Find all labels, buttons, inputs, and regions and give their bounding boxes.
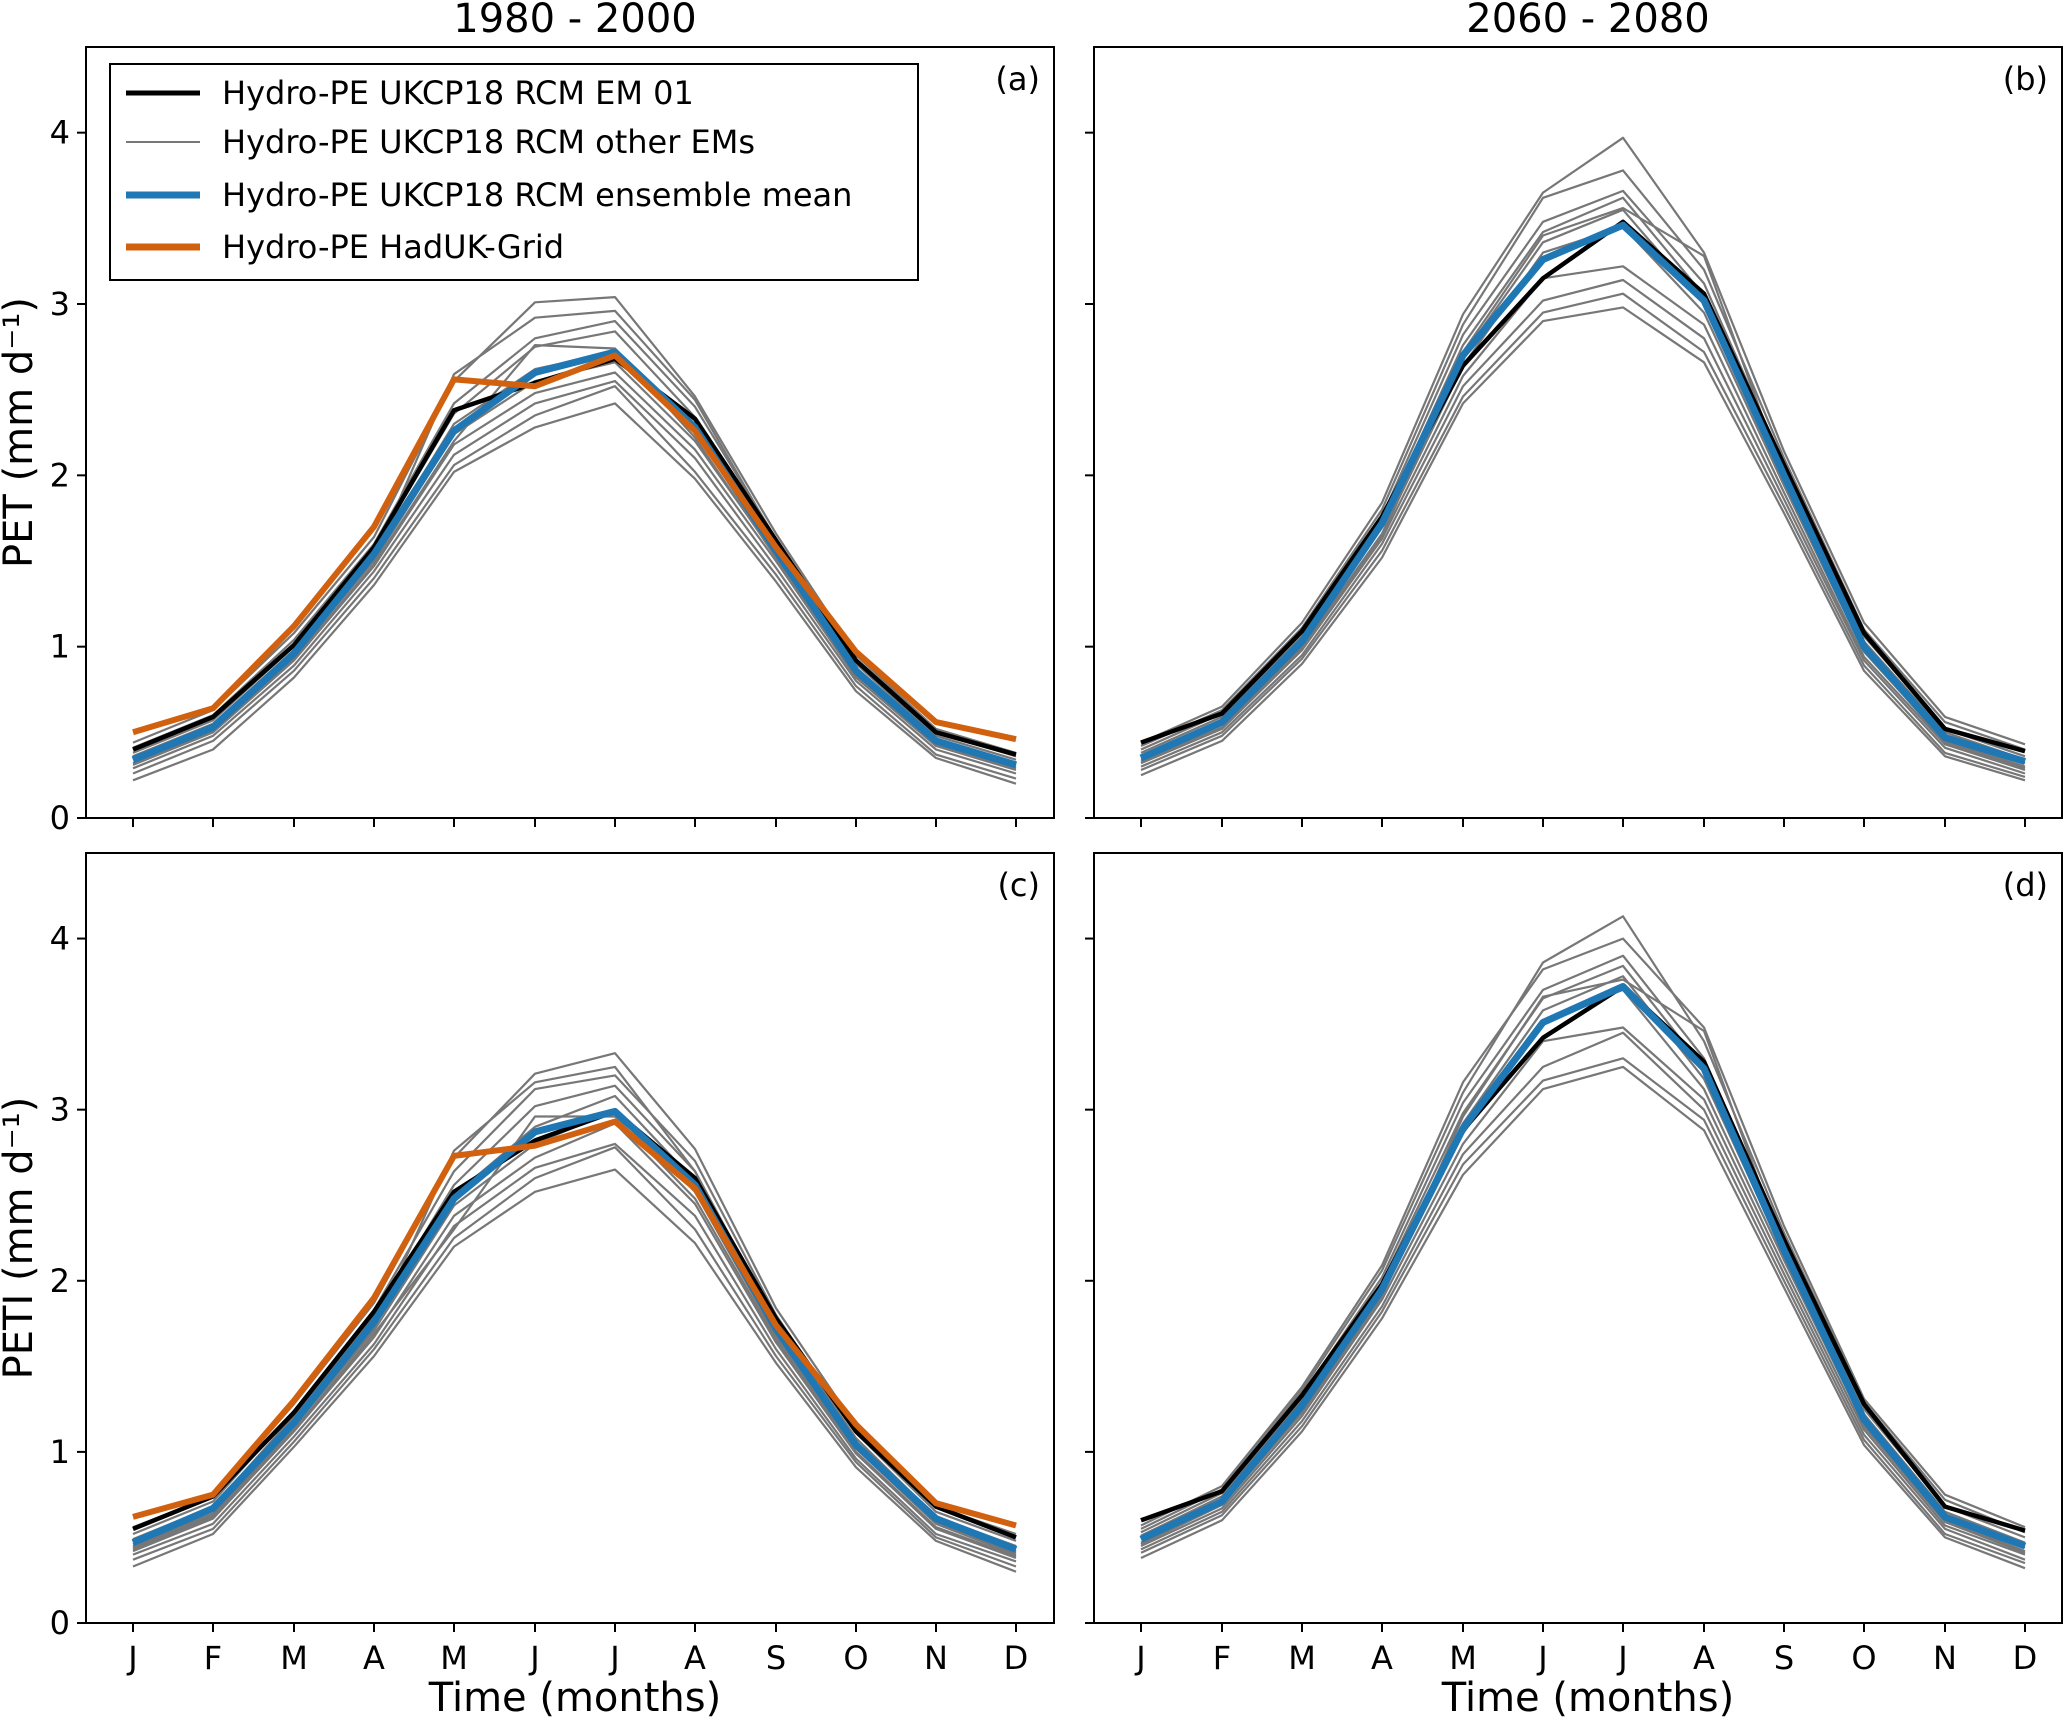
x-tick-label: O — [1851, 1639, 1876, 1677]
axes-frame — [85, 46, 1055, 819]
x-tick-label: M — [280, 1639, 308, 1677]
x-tick-label: O — [843, 1639, 868, 1677]
series-haduk-grid-line — [132, 352, 1017, 743]
x-tick-label: M — [440, 1639, 468, 1677]
x-tick-label: D — [1004, 1639, 1029, 1677]
y-tick-label: 3 — [50, 1091, 70, 1129]
x-tick-label: A — [363, 1639, 385, 1677]
col-title-left: 1980 - 2000 — [453, 0, 696, 42]
axes-frame — [1093, 46, 2063, 819]
axes-frame — [1093, 852, 2063, 1624]
legend-label-mean: Hydro-PE UKCP18 RCM ensemble mean — [222, 176, 852, 214]
series-ensemble-mean-line — [1139, 221, 2027, 765]
series-other-em-line — [1140, 306, 2026, 782]
x-axis-label-right: Time (months) — [1441, 1675, 1734, 1721]
series-other-em-line — [132, 385, 1017, 780]
plot-area — [131, 296, 1018, 785]
series-haduk-grid-line — [132, 1118, 1017, 1529]
series-other-em-line — [132, 1142, 1017, 1563]
x-tick-label: S — [766, 1639, 786, 1677]
x-tick-label: F — [204, 1639, 222, 1677]
x-tick-label: M — [1449, 1639, 1477, 1677]
series-other-em-line — [132, 371, 1017, 772]
x-tick-label: D — [2013, 1639, 2038, 1677]
series-other-em-line — [1140, 1057, 2026, 1565]
x-tick-label: N — [1933, 1639, 1957, 1677]
x-tick-label: J — [1616, 1639, 1627, 1677]
series-ensemble-mean-line — [1139, 983, 2027, 1550]
panel-b: (b) — [1085, 46, 2063, 827]
series-em01-line — [1140, 984, 2026, 1533]
y-tick-label: 2 — [50, 1262, 70, 1300]
x-tick-label: J — [1134, 1639, 1145, 1677]
x-tick-label: J — [608, 1639, 619, 1677]
series-other-em-line — [1140, 978, 2026, 1554]
plot-area — [1139, 136, 2027, 782]
panel-d: J F M A M J J A S O N D (d) — [1085, 852, 2063, 1677]
series-other-em-line — [1140, 292, 2026, 778]
y-tick-label: 1 — [50, 628, 70, 666]
y-tick-label: 3 — [50, 285, 70, 323]
series-other-em-line — [1140, 937, 2026, 1529]
series-ensemble-mean-line — [131, 1107, 1018, 1553]
x-tick-label: J — [528, 1639, 539, 1677]
y-tick-label: 1 — [50, 1433, 70, 1471]
x-tick-label: F — [1213, 1639, 1231, 1677]
series-other-em-line — [132, 1146, 1017, 1568]
x-tick-label: J — [1536, 1639, 1547, 1677]
panel-c: 0 1 2 3 4 J F M A M J J A S O N D PETI (mm d⁻¹) (c) — [0, 852, 1055, 1677]
legend-frame — [109, 63, 919, 281]
series-other-em-line — [1140, 1065, 2026, 1570]
series-other-em-line — [1140, 278, 2026, 775]
y-tick-label: 4 — [50, 114, 70, 152]
legend-label-em01: Hydro-PE UKCP18 RCM EM 01 — [222, 74, 694, 112]
x-axis-label-left: Time (months) — [428, 1675, 721, 1721]
y-axis-label: PET (mm d⁻¹) — [0, 297, 42, 568]
series-em01-line — [1140, 219, 2026, 754]
series-other-em-line — [132, 1115, 1017, 1558]
series-other-em-line — [132, 344, 1017, 770]
plot-area — [131, 1052, 1018, 1573]
x-tick-label: A — [684, 1639, 706, 1677]
x-tick-label: N — [924, 1639, 948, 1677]
series-ensemble-mean-line — [131, 348, 1018, 769]
y-tick-label: 2 — [50, 456, 70, 494]
series-other-em-line — [132, 402, 1017, 785]
panel-label: (d) — [2003, 866, 2048, 904]
series-other-em-line — [1140, 136, 2026, 746]
col-title-right: 2060 - 2080 — [1466, 0, 1709, 42]
panel-label: (b) — [2003, 60, 2048, 98]
legend-label-haduk: Hydro-PE HadUK-Grid — [222, 228, 564, 266]
x-tick-label: A — [1693, 1639, 1715, 1677]
y-tick-label: 4 — [50, 920, 70, 958]
series-em01-line — [132, 1109, 1017, 1540]
series-other-em-line — [132, 1168, 1017, 1573]
panel-a: 0 1 2 3 4 PET (mm d⁻¹) (a) — [0, 46, 1055, 837]
series-other-em-line — [1140, 169, 2026, 751]
plot-area — [1139, 915, 2027, 1570]
x-tick-label: S — [1774, 1639, 1794, 1677]
x-tick-label: M — [1288, 1639, 1316, 1677]
series-other-em-line — [1140, 1031, 2026, 1561]
series-other-em-line — [132, 1094, 1017, 1553]
panel-label: (a) — [995, 60, 1040, 98]
axes-frame — [85, 852, 1055, 1624]
series-other-em-line — [132, 1122, 1017, 1560]
y-axis-label: PETI (mm d⁻¹) — [0, 1097, 42, 1380]
series-other-em-line — [132, 380, 1017, 775]
x-tick-label: A — [1371, 1639, 1393, 1677]
legend-label-other: Hydro-PE UKCP18 RCM other EMs — [222, 123, 755, 161]
x-tick-label: J — [126, 1639, 137, 1677]
legend: Hydro-PE UKCP18 RCM EM 01 Hydro-PE UKCP1… — [109, 63, 919, 281]
y-tick-label: 0 — [50, 1604, 70, 1642]
panel-label: (c) — [997, 866, 1040, 904]
series-other-em-line — [1140, 265, 2026, 772]
series-other-em-line — [1140, 1026, 2026, 1556]
y-tick-label: 0 — [50, 799, 70, 837]
series-other-em-line — [132, 1084, 1017, 1548]
